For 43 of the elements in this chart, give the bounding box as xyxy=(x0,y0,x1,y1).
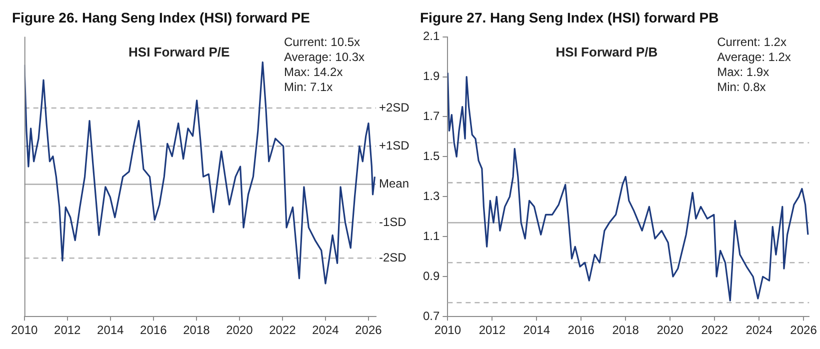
annotation: Current: 1.2x xyxy=(717,35,786,50)
x-tick-label: 2026 xyxy=(355,323,382,338)
ref-line-label: +1SD xyxy=(379,138,410,152)
y-tick-label: 1.9 xyxy=(422,69,440,84)
y-tick-label: 0.7 xyxy=(422,308,440,323)
chart-title: Figure 26. Hang Seng Index (HSI) forward PE xyxy=(12,9,310,26)
x-tick-label: 2016 xyxy=(140,323,168,338)
x-tick-label: 2026 xyxy=(790,323,818,338)
ref-line-label: +2SD xyxy=(379,100,410,114)
annotation: Max: 1.9x xyxy=(717,65,770,80)
annotation: Min: 0.8x xyxy=(717,80,766,94)
annotation: Max: 14.2x xyxy=(284,65,343,80)
x-tick-label: 2022 xyxy=(701,323,728,338)
annotation: Min: 7.1x xyxy=(284,80,333,94)
x-tick-label: 2018 xyxy=(183,323,210,338)
y-tick-label: 1.3 xyxy=(422,189,440,203)
x-tick-label: 2020 xyxy=(656,323,684,338)
annotation: HSI Forward P/B xyxy=(556,44,658,60)
annotation: Average: 10.3x xyxy=(284,50,365,64)
text: Current: 10.5x xyxy=(284,35,360,50)
y-tick-label: 1.7 xyxy=(422,109,440,124)
text: HSI Forward P/E xyxy=(128,44,230,60)
x-tick-label: 2014 xyxy=(97,323,124,338)
ref-line-label: Mean xyxy=(379,176,410,191)
x-tick-label: 2024 xyxy=(312,323,340,338)
x-tick-label: 2010 xyxy=(10,323,38,338)
x-tick-label: 2014 xyxy=(523,323,550,338)
x-tick-label: 2018 xyxy=(612,323,640,338)
ref-line-label: -1SD xyxy=(379,214,407,229)
x-tick-label: 2016 xyxy=(568,323,595,338)
x-tick-label: 2024 xyxy=(746,323,773,338)
x-tick-label: 2020 xyxy=(226,323,254,338)
x-tick-label: 2010 xyxy=(434,323,462,338)
y-tick-label: 1.5 xyxy=(422,149,440,164)
y-tick-label: 1.1 xyxy=(422,228,440,243)
y-tick-label: 2.1 xyxy=(422,29,440,44)
chart-title: Figure 27. Hang Seng Index (HSI) forward PB xyxy=(420,9,719,26)
x-tick-label: 2012 xyxy=(478,323,506,338)
ref-line-label: -2SD xyxy=(379,250,407,264)
annotation: Average: 1.2x xyxy=(717,50,791,64)
x-tick-label: 2022 xyxy=(269,323,296,338)
x-tick-label: 2012 xyxy=(54,323,82,338)
y-tick-label: 0.9 xyxy=(422,268,440,283)
